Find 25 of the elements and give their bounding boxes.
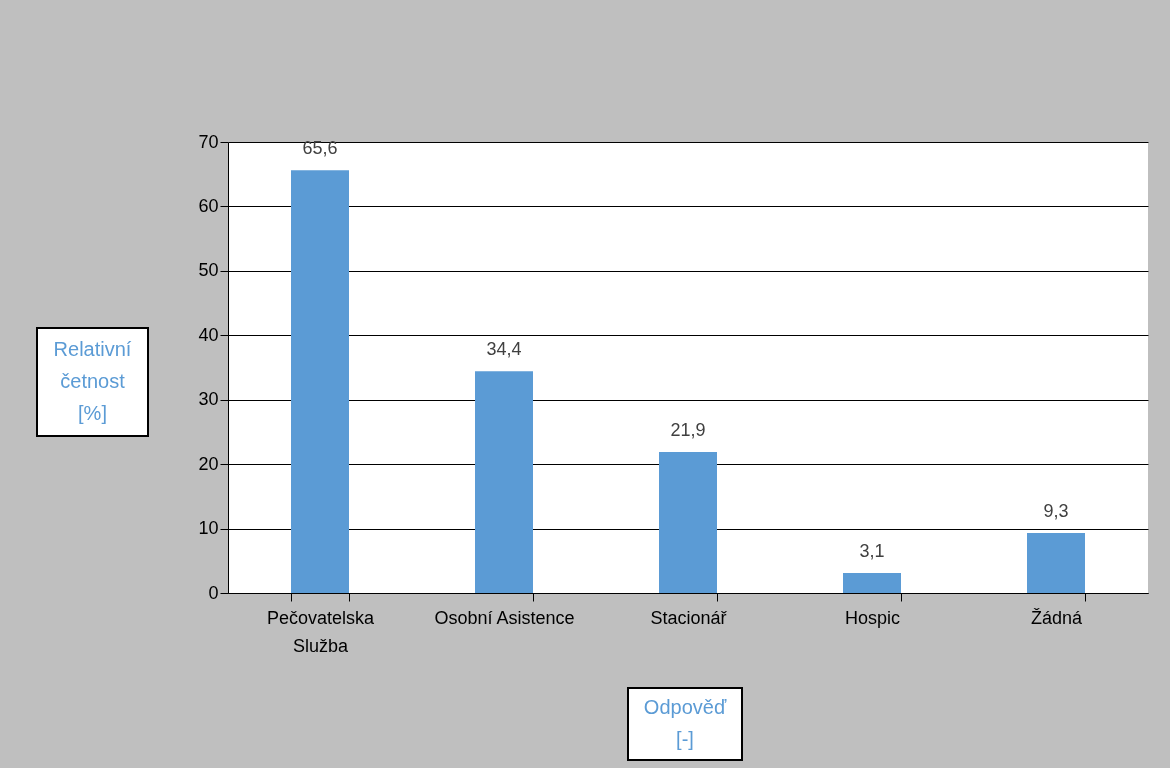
x-tick-label: Stacionář [650, 607, 728, 628]
x-tick-label: Hospic [844, 607, 901, 628]
bar [659, 451, 717, 593]
data-label: 9,3 [1043, 501, 1069, 522]
x-tick-label: Žádná [1030, 607, 1083, 628]
y-tick-label: 70 [198, 131, 219, 152]
y-axis-title: Relativní četnost [%] [53, 338, 132, 424]
y-tick-label: 50 [198, 260, 219, 281]
y-tick-label: 10 [198, 518, 219, 539]
x-axis-title: Odpověď [-] [643, 696, 727, 750]
y-tick-label: 60 [198, 195, 219, 216]
bar [475, 371, 533, 593]
bar [1027, 533, 1085, 593]
data-label: 34,4 [486, 339, 522, 360]
y-tick-label: 40 [198, 324, 219, 345]
data-label: 21,9 [670, 419, 706, 440]
y-tick-label: 20 [198, 453, 219, 474]
data-label: 65,6 [302, 138, 338, 159]
y-tick-label: 30 [198, 389, 219, 410]
x-tick-label: Pečovatelska Služba [266, 607, 376, 656]
data-label: 3,1 [859, 541, 885, 562]
bar [291, 170, 349, 593]
y-tick-label: 0 [208, 582, 219, 603]
x-tick-label: Osobní Asistence [434, 607, 575, 628]
bar [843, 573, 901, 593]
